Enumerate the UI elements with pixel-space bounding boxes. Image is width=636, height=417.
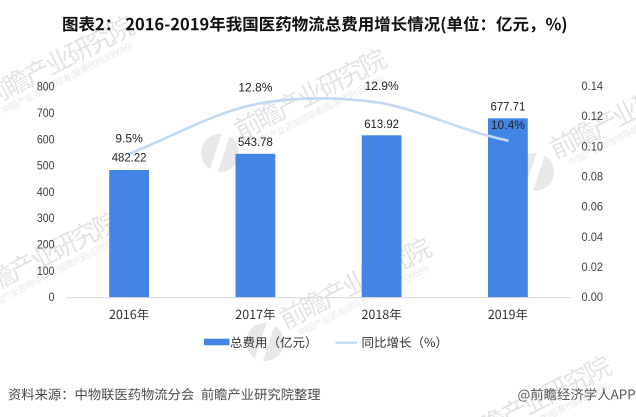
svg-text:300: 300 bbox=[37, 213, 55, 226]
svg-text:482.22: 482.22 bbox=[112, 151, 147, 164]
svg-text:0.02: 0.02 bbox=[582, 262, 603, 274]
svg-text:0.08: 0.08 bbox=[582, 171, 603, 183]
svg-text:0.00: 0.00 bbox=[582, 292, 603, 304]
svg-text:0.12: 0.12 bbox=[582, 111, 603, 123]
svg-text:500: 500 bbox=[37, 160, 55, 173]
svg-text:543.78: 543.78 bbox=[238, 136, 273, 149]
svg-text:10.4%: 10.4% bbox=[491, 118, 525, 132]
svg-text:100: 100 bbox=[37, 265, 55, 278]
svg-text:400: 400 bbox=[37, 186, 55, 199]
svg-text:200: 200 bbox=[37, 239, 55, 252]
svg-text:677.71: 677.71 bbox=[490, 100, 525, 113]
svg-text:700: 700 bbox=[37, 107, 55, 120]
svg-text:613.92: 613.92 bbox=[364, 118, 399, 131]
svg-text:9.5%: 9.5% bbox=[115, 131, 143, 145]
svg-text:600: 600 bbox=[37, 134, 55, 147]
svg-text:0.04: 0.04 bbox=[582, 231, 604, 243]
svg-text:0.14: 0.14 bbox=[582, 81, 604, 93]
svg-text:800: 800 bbox=[37, 81, 55, 94]
svg-text:0.06: 0.06 bbox=[582, 201, 603, 213]
svg-text:12.8%: 12.8% bbox=[238, 80, 272, 94]
svg-text:0.10: 0.10 bbox=[582, 141, 603, 153]
svg-text:0: 0 bbox=[49, 292, 55, 305]
svg-text:12.9%: 12.9% bbox=[365, 79, 399, 93]
